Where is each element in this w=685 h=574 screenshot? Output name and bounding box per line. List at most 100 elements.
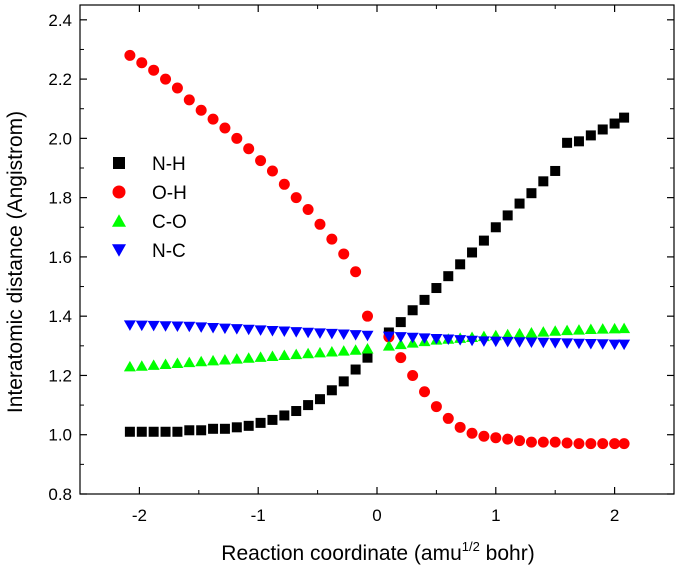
data-point-n-c xyxy=(454,335,467,346)
data-point-n-h xyxy=(148,426,159,437)
data-point-n-c xyxy=(147,320,160,332)
data-point-n-h xyxy=(562,137,573,148)
data-point-o-h xyxy=(255,155,267,167)
data-point-n-h xyxy=(326,385,337,396)
y-tick-label: 2.2 xyxy=(48,70,72,89)
data-point-o-h xyxy=(207,113,219,125)
data-point-c-o xyxy=(290,348,303,360)
data-point-o-h xyxy=(278,178,290,190)
data-point-n-c xyxy=(584,338,597,350)
data-point-o-h xyxy=(561,437,573,449)
data-point-n-c xyxy=(123,320,136,331)
series-o-h xyxy=(124,49,630,450)
data-point-n-h xyxy=(550,165,561,176)
data-point-n-c xyxy=(525,337,538,349)
legend-marker-n-c xyxy=(112,244,126,257)
data-point-n-c xyxy=(195,322,208,333)
data-point-c-o xyxy=(561,324,574,336)
y-tick-label: 1.6 xyxy=(48,248,72,267)
data-point-n-h xyxy=(609,118,620,129)
data-point-c-o xyxy=(147,359,160,370)
data-point-n-h xyxy=(303,400,314,411)
data-point-o-h xyxy=(490,432,502,444)
data-point-n-c xyxy=(218,323,231,335)
x-tick-label: 1 xyxy=(491,506,500,525)
data-point-o-h xyxy=(195,104,207,116)
data-point-n-h xyxy=(231,422,242,433)
data-point-o-h xyxy=(597,438,609,450)
data-point-c-o xyxy=(361,343,374,354)
data-point-n-c xyxy=(313,328,326,339)
data-point-c-o xyxy=(572,324,585,335)
y-tick-label: 1.8 xyxy=(48,189,72,208)
x-axis-title: Reaction coordinate (amu1/2 bohr) xyxy=(221,539,534,565)
data-point-n-h xyxy=(338,376,349,387)
data-point-o-h xyxy=(350,266,362,278)
legend-item-o-h: O-H xyxy=(112,183,187,204)
data-point-c-o xyxy=(584,323,597,334)
data-point-c-o xyxy=(537,326,550,337)
data-point-o-h xyxy=(419,386,431,398)
data-point-n-c xyxy=(442,334,455,346)
y-tick-label: 1.2 xyxy=(48,366,72,385)
data-point-n-h xyxy=(136,426,147,437)
data-point-o-h xyxy=(171,82,183,94)
data-point-o-h xyxy=(609,438,621,450)
data-point-n-c xyxy=(489,336,502,348)
data-point-n-h xyxy=(314,394,325,405)
data-point-n-h xyxy=(467,247,478,258)
legend-marker-c-o xyxy=(112,214,126,227)
data-point-n-c xyxy=(466,335,479,347)
data-point-n-h xyxy=(478,235,489,246)
legend-marker-o-h xyxy=(112,185,126,199)
data-point-n-c xyxy=(266,325,279,337)
data-point-c-o xyxy=(218,353,231,365)
data-point-n-h xyxy=(407,305,418,316)
data-point-n-c xyxy=(477,336,490,347)
data-point-n-c xyxy=(302,327,315,339)
legend-label-n-h: N-H xyxy=(152,154,186,175)
data-point-n-h xyxy=(431,283,442,294)
data-point-c-o xyxy=(525,327,538,338)
data-point-o-h xyxy=(338,248,350,260)
data-point-n-c xyxy=(361,330,374,342)
data-point-n-c xyxy=(572,338,585,350)
data-point-c-o xyxy=(183,356,196,368)
y-tick-label: 1.0 xyxy=(48,426,72,445)
data-point-o-h xyxy=(302,203,314,215)
data-point-o-h xyxy=(525,436,537,448)
data-point-n-h xyxy=(597,124,608,135)
data-point-n-h xyxy=(279,410,290,421)
data-point-c-o xyxy=(608,322,621,334)
data-point-n-c xyxy=(406,332,419,344)
data-point-n-h xyxy=(419,294,430,305)
data-point-n-c xyxy=(501,336,514,348)
data-point-n-c xyxy=(230,324,243,335)
legend-marker-n-h xyxy=(113,157,125,169)
y-tick-label: 2.0 xyxy=(48,129,72,148)
y-tick-label: 0.8 xyxy=(48,485,72,504)
data-point-o-h xyxy=(243,143,255,155)
y-tick-label: 1.4 xyxy=(48,307,72,326)
data-point-c-o xyxy=(123,360,136,372)
data-point-o-h xyxy=(537,436,549,448)
data-point-n-c xyxy=(537,337,550,349)
data-point-o-h xyxy=(585,438,597,450)
data-point-o-h xyxy=(514,435,526,447)
legend-label-o-h: O-H xyxy=(152,183,187,204)
data-point-n-h xyxy=(362,352,373,363)
data-point-c-o xyxy=(513,327,526,339)
data-point-n-h xyxy=(243,420,254,431)
data-point-o-h xyxy=(430,401,442,413)
data-point-o-h xyxy=(618,438,630,450)
x-axis-title-suffix: bohr) xyxy=(480,542,535,565)
data-point-n-c xyxy=(608,339,621,351)
data-point-n-h xyxy=(502,210,513,221)
data-point-n-h xyxy=(172,426,183,437)
data-point-o-h xyxy=(266,165,278,177)
data-point-c-o xyxy=(207,354,220,366)
data-point-n-h xyxy=(208,423,219,434)
data-point-n-c xyxy=(596,339,609,350)
data-point-o-h xyxy=(407,369,419,381)
data-point-o-h xyxy=(219,122,231,134)
